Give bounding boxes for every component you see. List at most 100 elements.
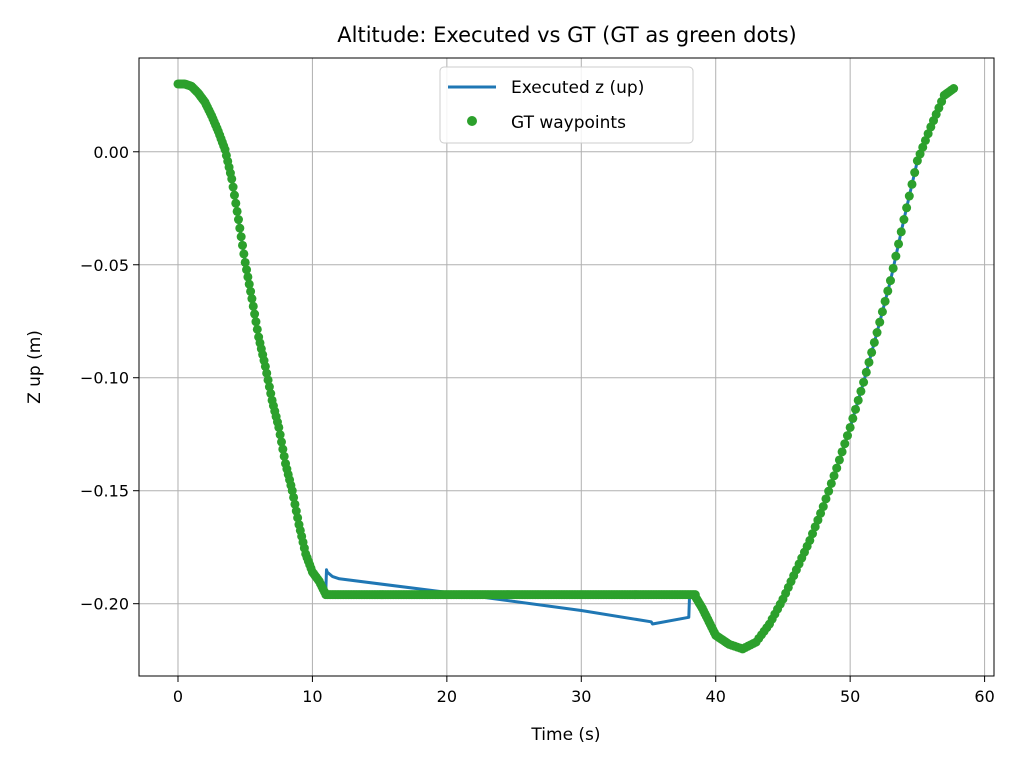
axes-frame [138,57,995,677]
gt-point [869,337,879,347]
gt-point [252,324,262,334]
gt-point [244,279,254,289]
gt-point [291,506,301,516]
y-tick-label: −0.05 [80,256,129,275]
gt-point [851,404,861,414]
gt-point [238,240,248,250]
gt-point [247,294,257,304]
gt-point [266,389,276,399]
x-tick-label: 20 [437,687,457,706]
gt-point [872,328,882,338]
gt-point [896,227,906,237]
gt-point [888,263,898,273]
gt-point [289,492,299,502]
x-tick-label: 10 [302,687,322,706]
gt-point [891,251,901,261]
gt-point [902,203,912,213]
gt-point [231,198,241,208]
gt-point [829,471,839,481]
x-tick-label: 40 [706,687,726,706]
gt-point [840,439,850,449]
gt-point [264,382,274,392]
gt-point [904,191,914,201]
gt-point [233,215,243,225]
gt-point [251,317,261,327]
gt-point [293,513,303,523]
gt-point [808,529,818,539]
y-axis-ticks: 0.00 −0.05 −0.10 −0.15 −0.20 [80,143,139,614]
gt-point [263,375,273,385]
gt-point [949,84,959,94]
gt-point [867,347,877,357]
gt-point [915,149,925,159]
gt-point [229,190,239,200]
gt-point [235,223,245,233]
x-tick-label: 0 [173,687,183,706]
legend-label-executed: Executed z (up) [511,78,644,98]
gt-point [920,135,930,145]
gt-series [173,79,959,654]
gt-point [242,265,252,275]
gt-point [885,276,895,286]
gt-point [875,317,885,327]
gt-point [859,377,869,387]
gt-point [810,522,820,532]
gt-point [899,215,909,225]
gt-point [894,239,904,249]
y-tick-label: −0.10 [80,369,129,388]
gt-point [864,357,874,367]
gt-point [912,156,922,166]
legend-box [439,66,694,144]
y-tick-label: 0.00 [93,143,129,162]
x-tick-label: 50 [840,687,860,706]
chart-title: Altitude: Executed vs GT (GT as green do… [337,23,796,47]
gt-point [232,206,242,216]
gt-point [227,174,237,184]
gt-point [837,447,847,457]
gt-point [236,232,246,242]
gt-point [918,142,928,152]
gt-point [274,422,284,432]
gt-point [228,182,238,192]
x-tick-label: 60 [974,687,994,706]
gt-point [240,257,250,267]
x-axis-ticks: 0 10 20 30 40 50 60 [173,676,995,706]
gt-point [275,430,285,440]
gt-point [848,413,858,423]
gt-point [832,463,842,473]
legend-label-gt: GT waypoints [511,113,626,133]
gt-point [824,486,834,496]
y-tick-label: −0.15 [80,482,129,501]
gt-point [910,168,920,178]
gt-point [805,535,815,545]
gt-point [262,368,272,378]
gt-point [248,301,258,311]
x-axis-label: Time (s) [530,725,600,745]
gt-point [277,437,286,447]
gt-point [861,367,871,377]
gt-point [856,386,866,396]
legend-dot-swatch [467,116,477,126]
gt-point [880,296,890,306]
gt-point [287,486,297,496]
gt-point [853,395,863,405]
gt-point [818,502,828,512]
legend: Executed z (up) GT waypoints [439,66,694,144]
gt-point [923,129,933,139]
gt-point [690,590,700,600]
x-tick-label: 30 [571,687,591,706]
gt-point [842,431,852,441]
y-axis-label: Z up (m) [25,330,45,404]
gt-point [239,249,249,259]
gt-point [821,494,831,504]
gt-point [845,422,855,432]
gt-point [278,444,288,454]
gt-point [826,478,836,488]
gt-point [250,309,260,319]
gt-point [246,286,256,296]
y-tick-label: −0.20 [80,595,129,614]
gt-point [813,515,823,525]
gt-point [290,499,300,509]
gt-point [279,451,289,461]
